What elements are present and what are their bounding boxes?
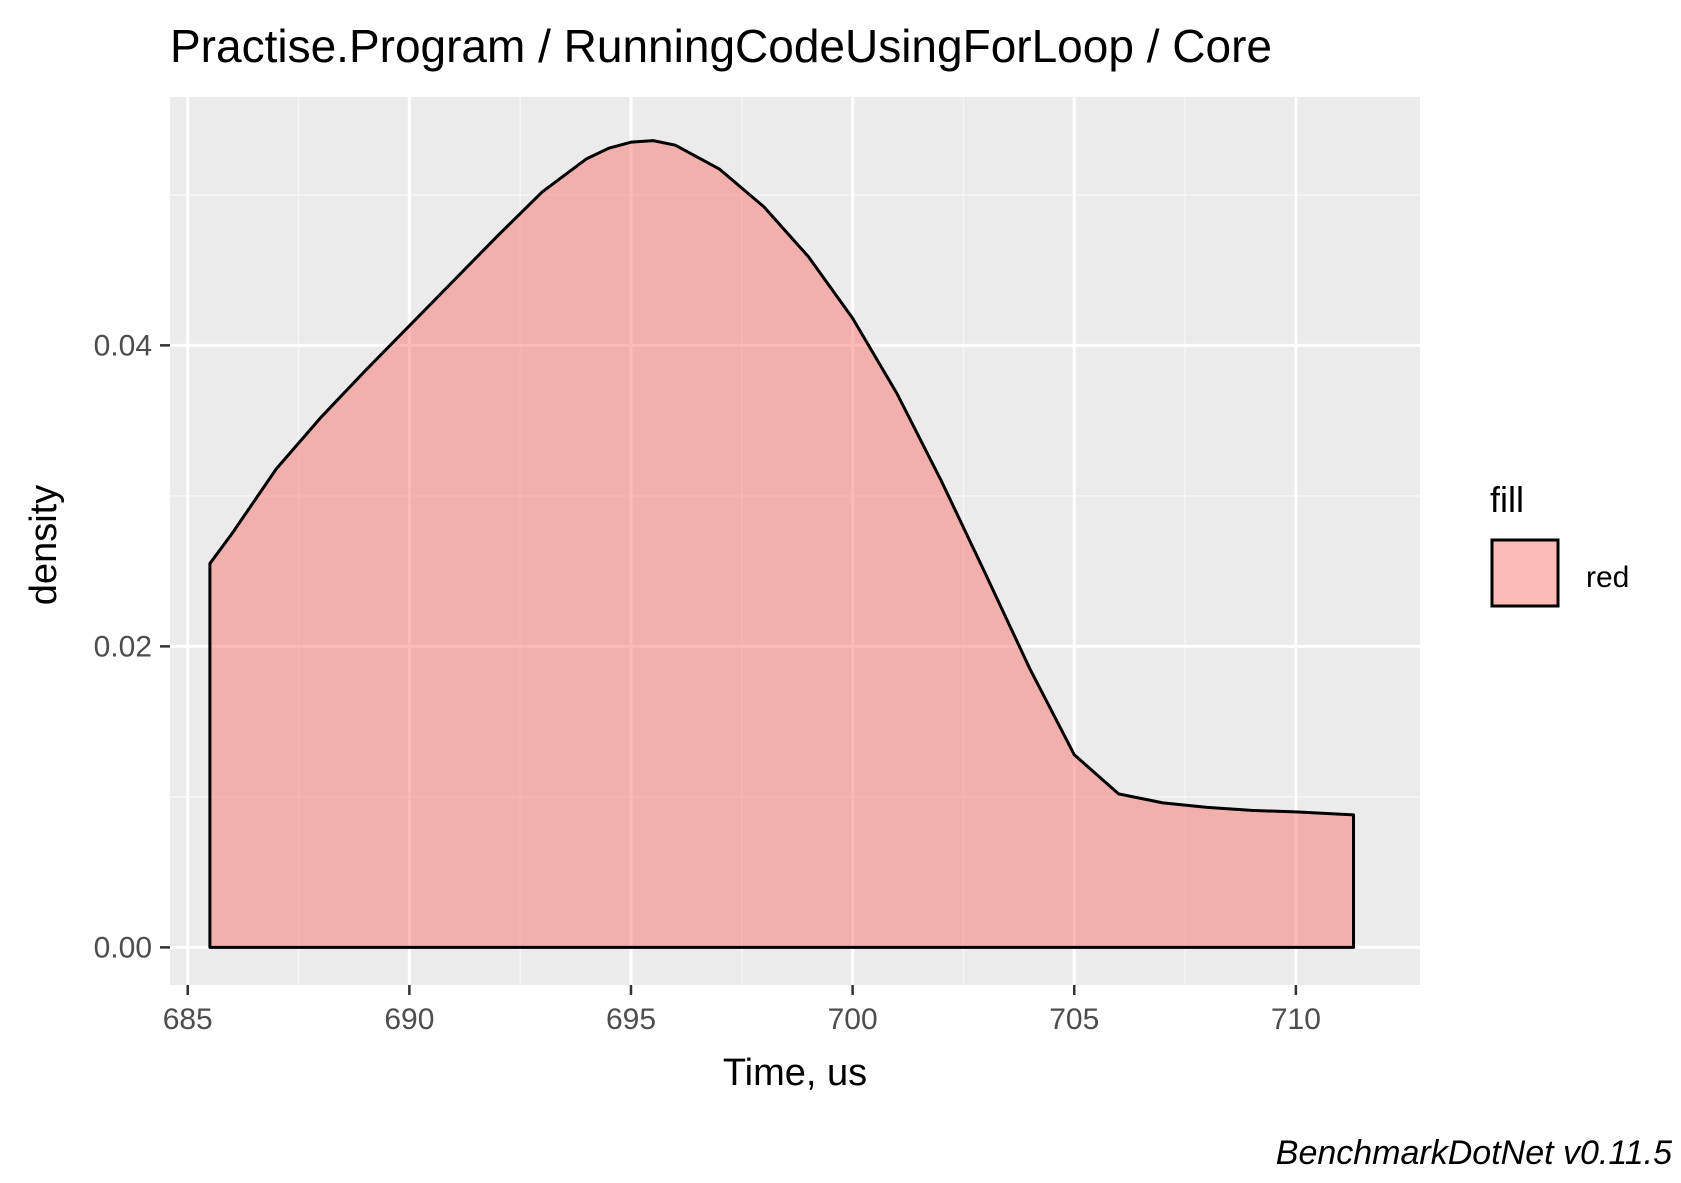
x-tick-label: 710 (1271, 1003, 1321, 1036)
y-tick-label: 0.02 (94, 630, 152, 663)
x-axis: 685 690 695 700 705 710 (163, 985, 1321, 1036)
y-axis: 0.00 0.02 0.04 (94, 329, 170, 964)
y-tick-label: 0.00 (94, 931, 152, 964)
x-axis-title: Time, us (723, 1052, 867, 1094)
x-tick-label: 705 (1049, 1003, 1099, 1036)
legend-key-red (1490, 538, 1560, 608)
y-tick-label: 0.04 (94, 329, 152, 362)
x-tick-label: 700 (828, 1003, 878, 1036)
legend-label-red: red (1586, 561, 1629, 594)
legend-title: fill (1490, 479, 1524, 520)
x-tick-label: 690 (384, 1003, 434, 1036)
chart-title: Practise.Program / RunningCodeUsingForLo… (170, 20, 1272, 72)
x-tick-label: 695 (606, 1003, 656, 1036)
legend: fill red (1490, 479, 1629, 608)
y-axis-title: density (23, 485, 65, 605)
caption: BenchmarkDotNet v0.11.5 (1276, 1134, 1672, 1172)
density-area (208, 139, 1356, 949)
x-tick-label: 685 (163, 1003, 213, 1036)
